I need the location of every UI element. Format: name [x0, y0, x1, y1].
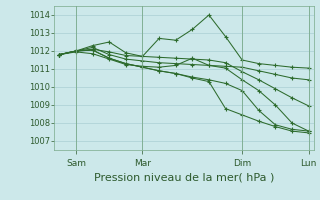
X-axis label: Pression niveau de la mer( hPa ): Pression niveau de la mer( hPa ) [94, 172, 274, 182]
